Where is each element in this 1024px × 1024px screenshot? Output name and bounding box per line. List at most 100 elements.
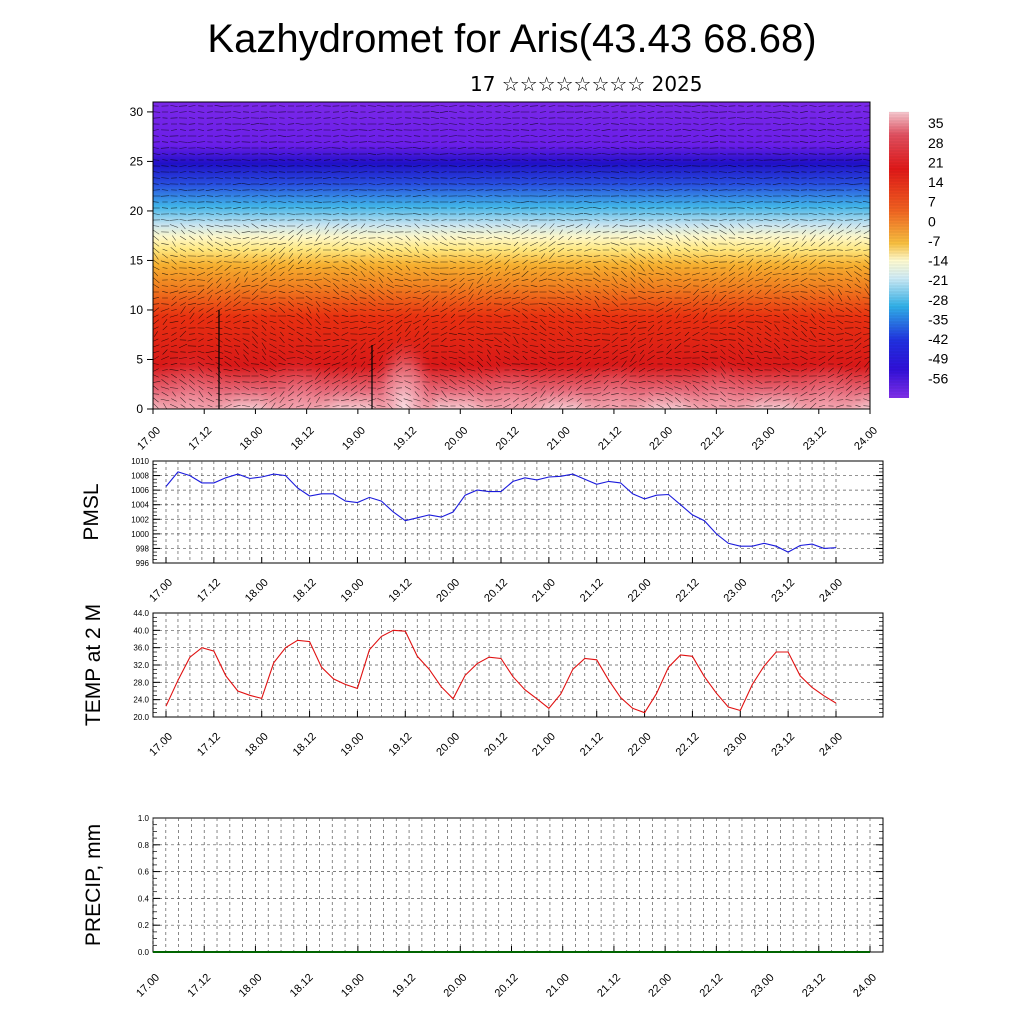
x-tick-label: 22.00 [647, 425, 675, 453]
y-tick-label: 10 [130, 303, 144, 317]
x-tick-label: 18.00 [243, 731, 271, 759]
colorbar-label: -42 [928, 331, 948, 347]
x-tick-label: 17.00 [147, 731, 175, 759]
y-axis-title: PMSL [80, 483, 103, 540]
x-tick-label: 22.12 [674, 577, 702, 605]
y-tick-label: 44.0 [133, 609, 149, 618]
warm-core [680, 357, 760, 409]
x-tick-label: 24.00 [817, 577, 845, 605]
y-tick-label: 25 [130, 154, 144, 168]
colorbar-label: -7 [928, 233, 941, 249]
x-tick-label: 19.00 [339, 731, 367, 759]
colorbar-label: -35 [928, 311, 948, 327]
chart-subtitle: 17 ☆☆☆☆☆☆☆☆ 2025 [470, 72, 703, 96]
x-tick-label: 23.12 [769, 577, 797, 605]
pmsl-panel: 996 998 1000 1002 1004 1006 1008 1010 17.00 17.12… [80, 457, 884, 605]
precipitation-panel: 0.0 0.2 0.4 0.6 0.8 1.0 17.00 17.12 18.00 18.12 19… [82, 814, 884, 1000]
x-tick-label: 22.12 [699, 425, 727, 453]
x-tick-label: 19.00 [340, 425, 368, 453]
x-tick-label: 23.00 [721, 731, 749, 759]
y-tick-label: 36.0 [133, 644, 149, 653]
y-tick-label: 1.0 [138, 814, 150, 823]
colorbar-label: 14 [928, 174, 944, 190]
x-tick-label: 17.12 [195, 731, 223, 759]
x-tick-label: 22.00 [626, 577, 654, 605]
x-tick-label: 17.12 [195, 577, 223, 605]
y-tick-label: 0.0 [138, 948, 150, 957]
x-tick-label: 18.12 [291, 731, 319, 759]
warm-core [470, 361, 550, 409]
x-tick-label: 18.00 [237, 972, 265, 1000]
x-tick-label: 18.12 [291, 577, 319, 605]
y-tick-label: 1000 [131, 530, 149, 539]
colorbar: 35 28 21 14 7 0 -7 -14 -21 -28 -35 -42 -49 -56 [889, 111, 948, 398]
panel-grid [153, 461, 883, 563]
y-tick-label: 1008 [131, 472, 149, 481]
x-tick-label: 20.00 [442, 425, 470, 453]
colorbar-label: -56 [928, 370, 948, 386]
panel-grid [153, 613, 883, 717]
x-tick-label: 24.00 [852, 425, 880, 453]
x-tick-label: 20.12 [493, 972, 521, 1000]
x-tick-label: 20.12 [482, 577, 510, 605]
x-tick-label: 22.12 [674, 731, 702, 759]
y-tick-label: 0.6 [138, 868, 150, 877]
x-tick-label: 21.12 [596, 425, 624, 453]
x-tick-label: 20.12 [494, 425, 522, 453]
y-tick-label: 0.2 [138, 921, 150, 930]
colorbar-label: 35 [928, 115, 944, 131]
x-tick-label: 19.12 [386, 731, 414, 759]
y-tick-label: 996 [136, 559, 150, 568]
panel-frame [152, 817, 884, 953]
x-tick-label: 17.12 [186, 425, 214, 453]
y-tick-label: 1002 [131, 515, 149, 524]
wind-vector-field [153, 105, 870, 409]
temperature-panel: 20.0 24.0 28.0 32.0 36.0 40.0 44.0 17.00 17.12 18… [82, 604, 884, 759]
y-axis-title: PRECIP, mm [82, 824, 105, 946]
cross-section-panel: 0 5 10 15 20 25 30 17.00 17.12 18.00 18.12 19.00 19.… [130, 101, 880, 453]
x-tick-label: 18.12 [289, 425, 317, 453]
x-tick-label: 20.00 [434, 577, 462, 605]
y-tick-label: 20.0 [133, 713, 149, 722]
x-tick-label: 23.12 [801, 425, 829, 453]
y-tick-label: 998 [136, 544, 150, 553]
x-tick-label: 21.00 [530, 731, 558, 759]
x-tick-label: 20.00 [434, 731, 462, 759]
y-tick-label: 40.0 [133, 626, 149, 635]
temperature-series-line [165, 629, 837, 714]
colorbar-label: -14 [928, 253, 948, 269]
x-tick-label: 19.00 [339, 577, 367, 605]
y-tick-label: 0.4 [138, 894, 150, 903]
x-tick-label: 19.12 [390, 972, 418, 1000]
y-tick-label: 1010 [131, 457, 149, 466]
colorbar-label: 7 [928, 194, 936, 210]
y-axis-title: TEMP at 2 M [82, 604, 105, 726]
x-tick-label: 19.12 [391, 425, 419, 453]
x-tick-label: 23.00 [721, 577, 749, 605]
x-tick-label: 18.00 [243, 577, 271, 605]
chart-title: Kazhydromet for Aris(43.43 68.68) [207, 17, 817, 61]
x-tick-label: 20.12 [482, 731, 510, 759]
x-tick-label: 22.00 [626, 731, 654, 759]
pmsl-series-line [165, 471, 837, 553]
x-tick-label: 20.00 [441, 972, 469, 1000]
y-tick-label: 0.8 [138, 841, 150, 850]
x-tick-label: 24.00 [817, 731, 845, 759]
x-tick-label: 21.00 [530, 577, 558, 605]
x-tick-label: 24.00 [851, 972, 879, 1000]
colorbar-label: -28 [928, 292, 948, 308]
x-tick-label: 22.12 [698, 972, 726, 1000]
x-tick-label: 21.12 [595, 972, 623, 1000]
x-tick-label: 22.00 [646, 972, 674, 1000]
y-tick-label: 0 [136, 402, 143, 416]
warm-core [258, 354, 338, 409]
y-tick-label: 20 [130, 204, 144, 218]
y-tick-label: 30 [130, 105, 144, 119]
wind-vectors [153, 105, 870, 409]
panel-frame [152, 460, 884, 564]
y-tick-label: 15 [130, 253, 144, 267]
colorbar-label: 21 [928, 154, 944, 170]
x-tick-label: 17.00 [135, 425, 163, 453]
x-tick-label: 18.12 [288, 972, 316, 1000]
